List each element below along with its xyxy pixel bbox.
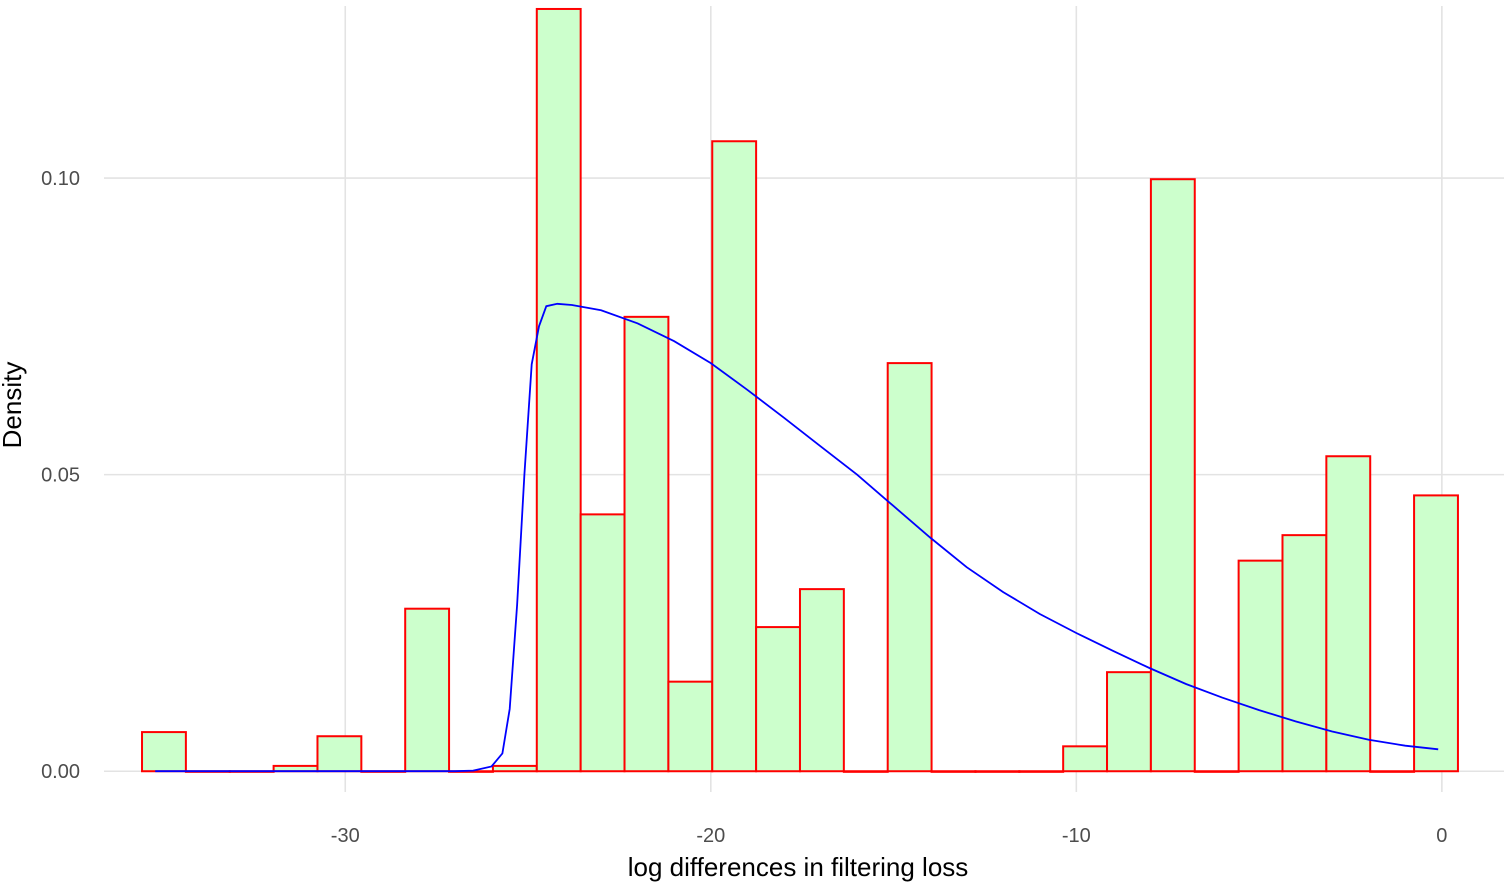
- density-curve-layer: [155, 302, 1439, 773]
- histogram-bar-27: [1325, 455, 1372, 773]
- x-tick-label-1: -20: [696, 825, 725, 847]
- y-tick-label-2: 0.10: [41, 168, 80, 190]
- histogram-bar-24: [1193, 770, 1240, 773]
- histogram-bars: [141, 7, 1459, 773]
- histogram-bar-21: [1062, 745, 1109, 773]
- histogram-bar-13: [711, 140, 758, 773]
- histogram-bar-20: [1018, 770, 1065, 773]
- y-tick-label-1: 0.05: [41, 465, 80, 487]
- histogram-bar-25: [1237, 559, 1284, 773]
- x-tick-label-2: -10: [1062, 825, 1091, 847]
- density-curve: [155, 302, 1439, 773]
- histogram-bar-12: [667, 680, 714, 773]
- histogram-bar-23: [1149, 178, 1196, 773]
- histogram-bar-14: [755, 626, 801, 773]
- histogram-bar-16: [842, 770, 889, 773]
- histogram-bar-9: [535, 7, 582, 773]
- histogram-bar-8: [491, 764, 538, 773]
- histogram-bar-15: [798, 588, 845, 773]
- histogram-bar-19: [974, 770, 1021, 773]
- histogram-bar-29: [1413, 494, 1459, 773]
- histogram-bar-26: [1281, 534, 1328, 773]
- histogram-bar-10: [579, 513, 626, 773]
- x-axis-ticks: -30 -20 -10 0: [331, 825, 1448, 847]
- x-axis-title: log differences in filtering loss: [628, 852, 969, 882]
- histogram-bar-11: [623, 315, 670, 773]
- histogram-bar-18: [930, 770, 977, 773]
- histogram-bar-6: [404, 607, 451, 773]
- histogram-bar-4: [316, 735, 363, 773]
- histogram-bar-17: [886, 362, 933, 773]
- histogram-bar-22: [1106, 671, 1152, 773]
- x-tick-label-0: -30: [331, 825, 360, 847]
- histogram-bar-28: [1369, 770, 1416, 773]
- y-axis-ticks: 0.00 0.05 0.10: [41, 168, 80, 783]
- y-axis-title: Density: [0, 362, 27, 449]
- y-tick-label-0: 0.00: [41, 761, 80, 783]
- x-tick-label-3: 0: [1436, 825, 1447, 847]
- histogram-bar-0: [141, 731, 187, 773]
